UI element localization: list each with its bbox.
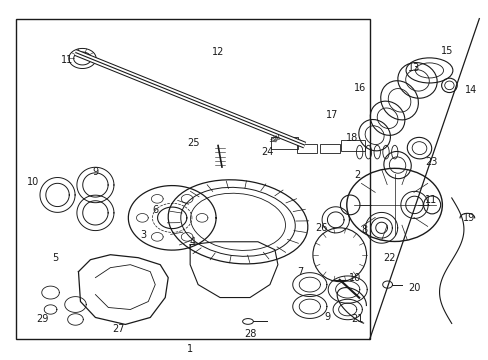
- Text: 17: 17: [325, 110, 337, 120]
- Text: 2: 2: [354, 170, 360, 180]
- Text: 9: 9: [92, 167, 98, 177]
- Text: 10: 10: [26, 177, 39, 187]
- Text: 7: 7: [296, 267, 303, 276]
- Text: 14: 14: [464, 85, 476, 95]
- Text: 29: 29: [36, 314, 49, 324]
- Text: 1: 1: [187, 345, 193, 354]
- Text: 8: 8: [361, 225, 367, 235]
- Bar: [16, 19, 369, 339]
- Text: 26: 26: [315, 223, 327, 233]
- Text: 11: 11: [61, 55, 74, 66]
- Text: 9: 9: [324, 312, 330, 323]
- Text: 4: 4: [189, 237, 195, 247]
- Text: 20: 20: [407, 283, 420, 293]
- Text: 3: 3: [140, 230, 146, 240]
- Text: 12: 12: [211, 48, 224, 58]
- Text: 23: 23: [425, 157, 437, 167]
- Text: 28: 28: [244, 329, 256, 339]
- Text: 27: 27: [112, 324, 124, 334]
- Text: 18: 18: [345, 133, 357, 143]
- Text: 21: 21: [351, 314, 363, 324]
- Text: 10: 10: [348, 273, 360, 283]
- Text: 16: 16: [353, 84, 365, 93]
- Text: 11: 11: [425, 195, 437, 205]
- Text: 19: 19: [462, 213, 474, 223]
- Text: 25: 25: [186, 138, 199, 148]
- Text: 22: 22: [383, 253, 395, 263]
- Text: 13: 13: [407, 63, 420, 73]
- Text: 24: 24: [261, 147, 274, 157]
- Text: 15: 15: [440, 45, 453, 55]
- Text: 5: 5: [52, 253, 59, 263]
- Text: 6: 6: [152, 205, 158, 215]
